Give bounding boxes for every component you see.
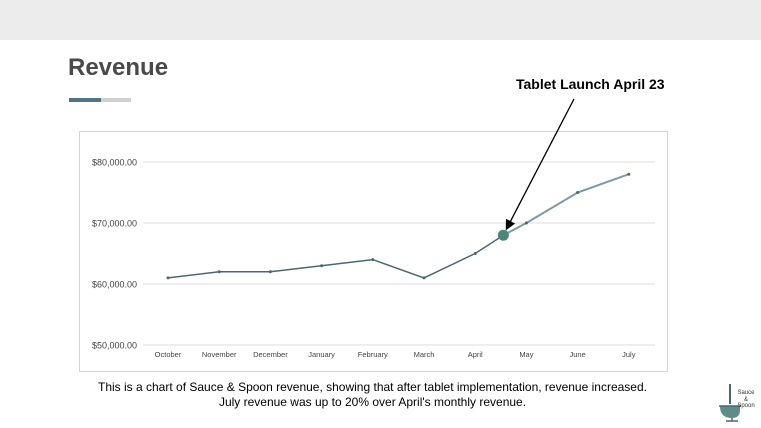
x-tick-label: May — [519, 350, 533, 359]
data-point — [524, 221, 528, 225]
slide-title: Revenue — [68, 54, 169, 81]
chart-frame — [79, 131, 668, 372]
caption-line-2: July revenue was up to 20% over April's … — [218, 395, 527, 409]
y-tick-label: $80,000.00 — [92, 158, 137, 168]
x-tick-label: December — [253, 350, 288, 359]
title-underline — [69, 98, 131, 102]
tablet-launch-marker — [497, 229, 509, 241]
x-tick-label: February — [358, 350, 388, 359]
x-tick-label: March — [414, 350, 435, 359]
logo-text-line-3: Spoon — [737, 403, 755, 409]
title-underline-accent — [69, 98, 101, 102]
data-point — [320, 264, 324, 268]
x-tick-label: June — [569, 350, 585, 359]
data-point — [576, 191, 580, 194]
chart-caption: This is a chart of Sauce & Spoon revenue… — [80, 380, 665, 410]
data-point — [217, 270, 221, 274]
top-banner — [0, 0, 761, 40]
sauce-and-spoon-logo — [719, 384, 741, 422]
data-point — [627, 172, 631, 176]
annotation-arrow — [505, 98, 575, 231]
y-tick-label: $50,000.00 — [92, 341, 137, 351]
data-point — [473, 252, 477, 255]
series-line — [167, 234, 504, 279]
x-tick-label: January — [308, 350, 335, 359]
caption-line-1: This is a chart of Sauce & Spoon revenue… — [98, 380, 647, 394]
data-point — [268, 270, 272, 274]
logo-text-line-1: Sauce — [737, 390, 755, 396]
logo-text: Sauce & Spoon — [735, 390, 757, 410]
series-line-after-launch — [502, 173, 630, 237]
y-tick-label: $70,000.00 — [92, 219, 137, 229]
data-point — [371, 258, 375, 262]
x-tick-label: November — [202, 350, 237, 359]
x-tick-label: April — [468, 350, 483, 359]
data-point — [166, 276, 170, 280]
data-point — [422, 276, 426, 280]
x-tick-label: October — [155, 350, 182, 359]
annotation-label: Tablet Launch April 23 — [516, 76, 665, 92]
x-tick-label: July — [622, 350, 636, 359]
logo-text-line-2: & — [743, 396, 748, 403]
y-tick-label: $60,000.00 — [92, 280, 137, 290]
